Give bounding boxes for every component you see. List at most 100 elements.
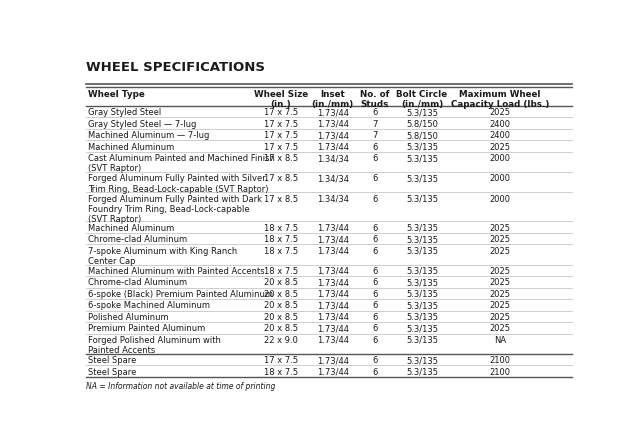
Text: 18 x 7.5: 18 x 7.5 <box>264 266 298 276</box>
Text: 2025: 2025 <box>490 312 511 321</box>
Text: 1.73/44: 1.73/44 <box>317 142 349 151</box>
Text: 5.3/135: 5.3/135 <box>406 174 438 183</box>
Text: 20 x 8.5: 20 x 8.5 <box>264 324 298 333</box>
Text: 18 x 7.5: 18 x 7.5 <box>264 246 298 255</box>
Text: 17 x 7.5: 17 x 7.5 <box>264 108 298 117</box>
Text: 1.73/44: 1.73/44 <box>317 324 349 333</box>
Text: 5.3/135: 5.3/135 <box>406 367 438 376</box>
Text: Machined Aluminum: Machined Aluminum <box>88 223 175 232</box>
Text: Premium Painted Aluminum: Premium Painted Aluminum <box>88 324 205 333</box>
Text: Steel Spare: Steel Spare <box>88 367 137 376</box>
Text: 1.73/44: 1.73/44 <box>317 290 349 298</box>
Text: 2000: 2000 <box>490 174 511 183</box>
Text: 6: 6 <box>372 174 378 183</box>
Text: No. of
Studs: No. of Studs <box>360 90 390 109</box>
Text: 2000: 2000 <box>490 194 511 203</box>
Text: 2025: 2025 <box>490 278 511 287</box>
Text: 17 x 8.5: 17 x 8.5 <box>264 154 298 163</box>
Text: 2025: 2025 <box>490 235 511 244</box>
Text: 6: 6 <box>372 266 378 276</box>
Text: Polished Aluminum: Polished Aluminum <box>88 312 169 321</box>
Text: Forged Aluminum Fully Painted with Dark
Foundry Trim Ring, Bead-Lock-capable
(SV: Forged Aluminum Fully Painted with Dark … <box>88 194 262 224</box>
Text: 6: 6 <box>372 324 378 333</box>
Text: 2025: 2025 <box>490 108 511 117</box>
Text: 5.3/135: 5.3/135 <box>406 108 438 117</box>
Text: 17 x 7.5: 17 x 7.5 <box>264 131 298 140</box>
Text: 1.73/44: 1.73/44 <box>317 131 349 140</box>
Text: Machined Aluminum: Machined Aluminum <box>88 142 175 151</box>
Text: Chrome-clad Aluminum: Chrome-clad Aluminum <box>88 278 188 287</box>
Text: Forged Polished Aluminum with
Painted Accents: Forged Polished Aluminum with Painted Ac… <box>88 335 221 354</box>
Text: 5.8/150: 5.8/150 <box>406 119 438 128</box>
Text: 2025: 2025 <box>490 290 511 298</box>
Text: 5.3/135: 5.3/135 <box>406 266 438 276</box>
Text: 1.73/44: 1.73/44 <box>317 235 349 244</box>
Text: 1.73/44: 1.73/44 <box>317 278 349 287</box>
Text: Wheel Size
(in.): Wheel Size (in.) <box>253 90 308 109</box>
Text: 1.73/44: 1.73/44 <box>317 108 349 117</box>
Text: Machined Aluminum with Painted Accents: Machined Aluminum with Painted Accents <box>88 266 265 276</box>
Text: 5.3/135: 5.3/135 <box>406 290 438 298</box>
Text: 6: 6 <box>372 194 378 203</box>
Text: 7: 7 <box>372 119 378 128</box>
Text: 20 x 8.5: 20 x 8.5 <box>264 312 298 321</box>
Text: NA = Information not available at time of printing: NA = Information not available at time o… <box>86 381 275 390</box>
Text: 2400: 2400 <box>490 131 511 140</box>
Text: 2025: 2025 <box>490 324 511 333</box>
Text: 1.73/44: 1.73/44 <box>317 119 349 128</box>
Text: 17 x 8.5: 17 x 8.5 <box>264 174 298 183</box>
Text: 18 x 7.5: 18 x 7.5 <box>264 223 298 232</box>
Text: Gray Styled Steel: Gray Styled Steel <box>88 108 162 117</box>
Text: 5.3/135: 5.3/135 <box>406 142 438 151</box>
Text: Inset
(in./mm): Inset (in./mm) <box>312 90 354 109</box>
Text: 5.3/135: 5.3/135 <box>406 194 438 203</box>
Text: 6: 6 <box>372 142 378 151</box>
Text: 7: 7 <box>372 131 378 140</box>
Text: 5.3/135: 5.3/135 <box>406 335 438 344</box>
Text: 1.73/44: 1.73/44 <box>317 301 349 310</box>
Text: 20 x 8.5: 20 x 8.5 <box>264 278 298 287</box>
Text: 5.3/135: 5.3/135 <box>406 324 438 333</box>
Text: 5.3/135: 5.3/135 <box>406 312 438 321</box>
Text: 1.34/34: 1.34/34 <box>317 194 349 203</box>
Text: 7-spoke Aluminum with King Ranch
Center Cap: 7-spoke Aluminum with King Ranch Center … <box>88 246 237 265</box>
Text: 1.73/44: 1.73/44 <box>317 355 349 364</box>
Text: 6: 6 <box>372 335 378 344</box>
Text: 2025: 2025 <box>490 246 511 255</box>
Text: Wheel Type: Wheel Type <box>88 90 145 99</box>
Text: 6: 6 <box>372 235 378 244</box>
Text: 2000: 2000 <box>490 154 511 163</box>
Text: 6-spoke (Black) Premium Painted Aluminum: 6-spoke (Black) Premium Painted Aluminum <box>88 290 273 298</box>
Text: 5.3/135: 5.3/135 <box>406 355 438 364</box>
Text: 5.3/135: 5.3/135 <box>406 223 438 232</box>
Text: NA: NA <box>494 335 506 344</box>
Text: 5.3/135: 5.3/135 <box>406 235 438 244</box>
Text: 5.3/135: 5.3/135 <box>406 278 438 287</box>
Text: 18 x 7.5: 18 x 7.5 <box>264 235 298 244</box>
Text: Machined Aluminum — 7-lug: Machined Aluminum — 7-lug <box>88 131 210 140</box>
Text: 1.34/34: 1.34/34 <box>317 154 349 163</box>
Text: 6: 6 <box>372 367 378 376</box>
Text: Gray Styled Steel — 7-lug: Gray Styled Steel — 7-lug <box>88 119 197 128</box>
Text: 5.3/135: 5.3/135 <box>406 154 438 163</box>
Text: 6: 6 <box>372 108 378 117</box>
Text: 6: 6 <box>372 246 378 255</box>
Text: 1.73/44: 1.73/44 <box>317 223 349 232</box>
Text: 5.3/135: 5.3/135 <box>406 301 438 310</box>
Text: 17 x 7.5: 17 x 7.5 <box>264 355 298 364</box>
Text: 17 x 7.5: 17 x 7.5 <box>264 142 298 151</box>
Text: 2025: 2025 <box>490 142 511 151</box>
Text: 1.73/44: 1.73/44 <box>317 246 349 255</box>
Text: 6-spoke Machined Aluminum: 6-spoke Machined Aluminum <box>88 301 211 310</box>
Text: 1.73/44: 1.73/44 <box>317 312 349 321</box>
Text: Cast Aluminum Painted and Machined Finish
(SVT Raptor): Cast Aluminum Painted and Machined Finis… <box>88 154 275 173</box>
Text: 17 x 8.5: 17 x 8.5 <box>264 194 298 203</box>
Text: WHEEL SPECIFICATIONS: WHEEL SPECIFICATIONS <box>86 61 265 74</box>
Text: 6: 6 <box>372 223 378 232</box>
Text: 18 x 7.5: 18 x 7.5 <box>264 367 298 376</box>
Text: Bolt Circle
(in./mm): Bolt Circle (in./mm) <box>396 90 447 109</box>
Text: 1.73/44: 1.73/44 <box>317 367 349 376</box>
Text: 6: 6 <box>372 301 378 310</box>
Text: 6: 6 <box>372 290 378 298</box>
Text: 5.3/135: 5.3/135 <box>406 246 438 255</box>
